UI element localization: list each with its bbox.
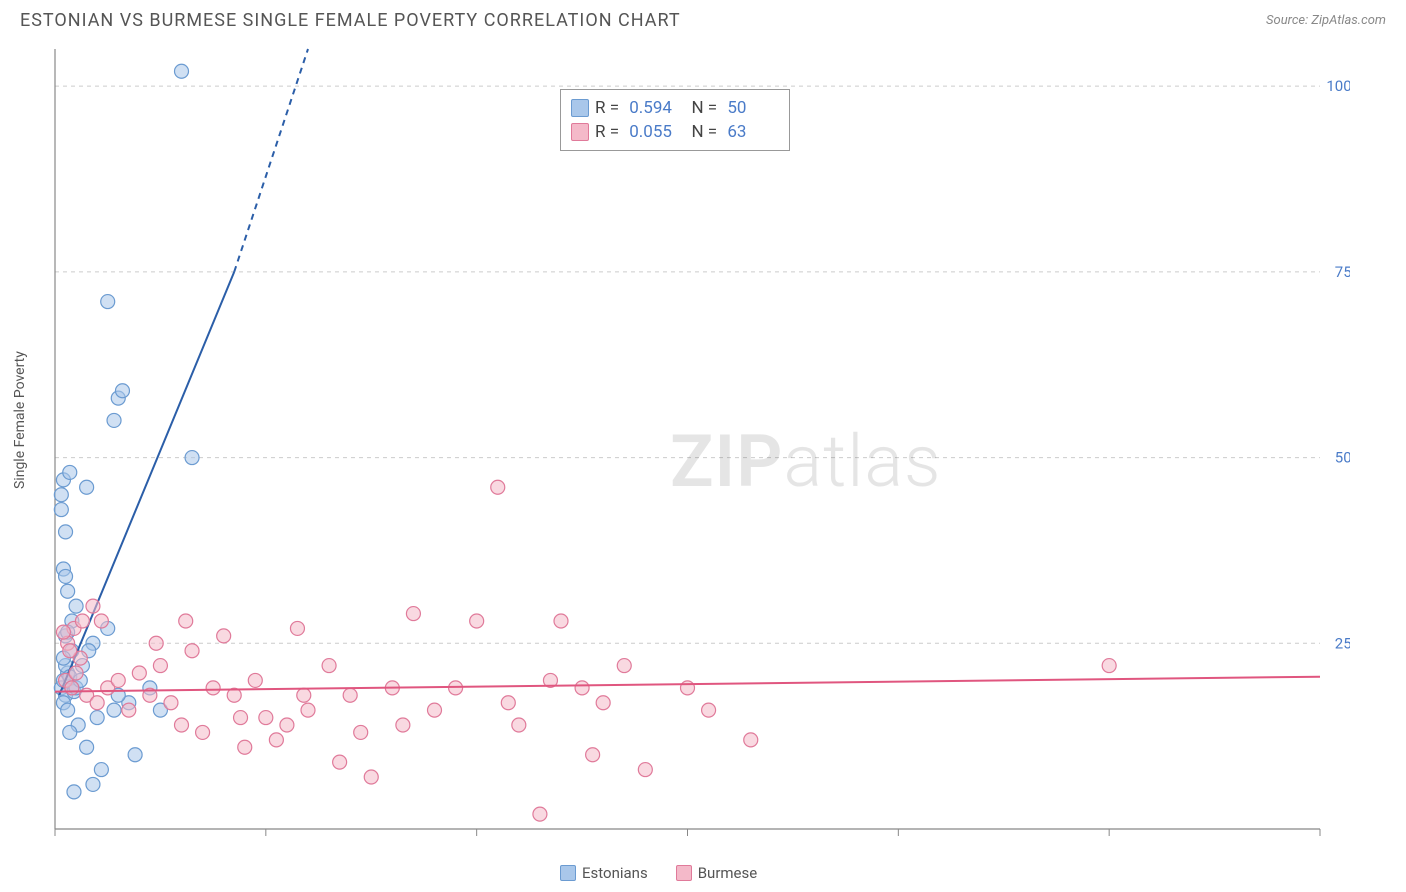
svg-text:25.0%: 25.0% <box>1335 634 1350 652</box>
stats-legend: R = 0.594 N = 50R = 0.055 N = 63 <box>560 89 790 151</box>
chart-title: ESTONIAN VS BURMESE SINGLE FEMALE POVERT… <box>20 10 681 31</box>
legend-swatch <box>571 99 589 117</box>
source-label: Source: ZipAtlas.com <box>1266 10 1386 28</box>
legend-swatch <box>571 123 589 141</box>
stat-r-value: 0.594 <box>629 98 681 118</box>
stat-n-label: N = <box>687 98 721 118</box>
stat-r-value: 0.055 <box>629 122 681 142</box>
stats-legend-row: R = 0.594 N = 50 <box>571 96 779 120</box>
legend-item: Estonians <box>560 864 648 882</box>
stat-r-label: R = <box>595 98 623 118</box>
legend-swatch <box>676 865 692 881</box>
series-legend: Estonians Burmese <box>560 864 757 882</box>
stat-n-value: 50 <box>727 98 779 118</box>
legend-swatch <box>560 865 576 881</box>
y-axis-label: Single Female Poverty <box>12 351 28 489</box>
svg-text:100.0%: 100.0% <box>1326 77 1350 95</box>
stats-legend-row: R = 0.055 N = 63 <box>571 120 779 144</box>
stat-n-label: N = <box>687 122 721 142</box>
svg-text:50.0%: 50.0% <box>1335 449 1350 467</box>
legend-label: Burmese <box>698 864 758 882</box>
correlation-chart: 25.0%50.0%75.0%100.0%0.0%60.0% <box>20 39 1350 839</box>
legend-item: Burmese <box>676 864 758 882</box>
stat-r-label: R = <box>595 122 623 142</box>
svg-text:75.0%: 75.0% <box>1335 263 1350 281</box>
legend-label: Estonians <box>582 864 648 882</box>
stat-n-value: 63 <box>727 122 779 142</box>
